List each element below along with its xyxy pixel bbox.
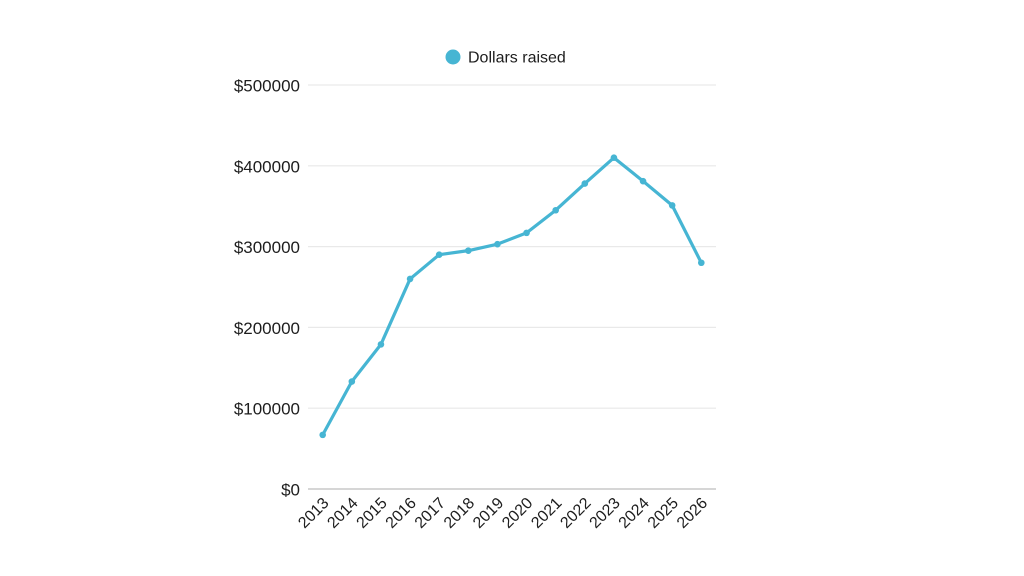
data-point-marker bbox=[494, 240, 501, 248]
x-tick-label: 2021 bbox=[528, 495, 565, 532]
x-tick-label: 2013 bbox=[295, 495, 332, 532]
x-axis-labels: 2013201420152016201720182019202020212022… bbox=[295, 495, 711, 532]
legend-label: Dollars raised bbox=[468, 50, 566, 67]
x-tick-label: 2018 bbox=[441, 495, 478, 532]
x-tick-label: 2016 bbox=[383, 495, 420, 532]
x-tick-label: 2014 bbox=[324, 495, 361, 532]
y-tick-label: $0 bbox=[281, 480, 300, 499]
x-tick-label: 2022 bbox=[557, 495, 594, 532]
data-point-marker bbox=[523, 229, 530, 237]
y-tick-label: $400000 bbox=[234, 157, 300, 176]
y-tick-label: $500000 bbox=[234, 76, 300, 95]
legend-marker-icon bbox=[445, 49, 461, 65]
data-point-marker bbox=[319, 431, 327, 439]
x-tick-label: 2020 bbox=[499, 495, 536, 532]
legend: Dollars raised bbox=[445, 49, 566, 67]
x-tick-label: 2026 bbox=[674, 495, 711, 532]
x-tick-label: 2023 bbox=[587, 495, 624, 532]
x-tick-label: 2025 bbox=[645, 495, 682, 532]
data-point-marker bbox=[668, 202, 676, 209]
data-point-marker bbox=[377, 341, 385, 348]
series-line-group bbox=[319, 154, 705, 439]
series-line bbox=[321, 156, 703, 437]
data-point-marker bbox=[552, 206, 559, 214]
y-axis-labels: $0 $100000 $200000 $300000 $400000 $500000 bbox=[234, 76, 300, 499]
x-tick-label: 2024 bbox=[616, 495, 653, 532]
x-tick-label: 2017 bbox=[412, 495, 449, 532]
data-point-marker bbox=[610, 154, 618, 162]
data-point-marker bbox=[698, 259, 705, 267]
data-point-marker bbox=[465, 247, 472, 254]
gridlines bbox=[308, 84, 716, 490]
data-point-marker bbox=[406, 275, 414, 283]
data-point-marker bbox=[581, 180, 589, 187]
y-tick-label: $300000 bbox=[234, 238, 300, 257]
x-tick-label: 2019 bbox=[470, 495, 507, 532]
data-point-marker bbox=[639, 177, 647, 185]
data-point-marker bbox=[435, 251, 443, 258]
y-tick-label: $100000 bbox=[234, 400, 300, 419]
y-tick-label: $200000 bbox=[234, 319, 300, 338]
data-point-marker bbox=[348, 378, 356, 385]
x-tick-label: 2015 bbox=[354, 495, 391, 532]
